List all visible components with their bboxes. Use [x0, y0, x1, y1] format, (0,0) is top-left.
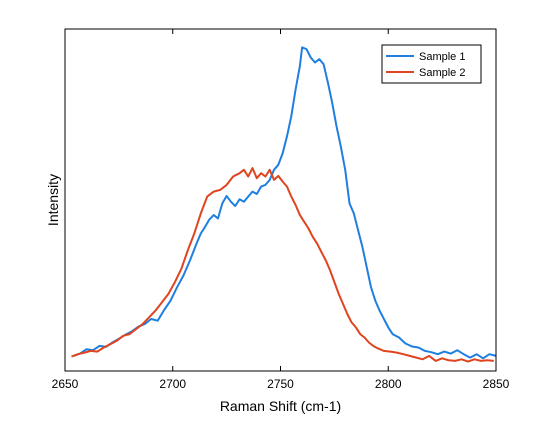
plot-frame — [64, 28, 497, 372]
x-tick-label: 2650 — [52, 377, 79, 391]
x-tick-label: 2700 — [159, 377, 186, 391]
y-axis-label: Intensity — [45, 174, 61, 226]
x-tick-label: 2750 — [267, 377, 294, 391]
legend-label-sample-2: Sample 2 — [419, 67, 465, 79]
plot-area — [65, 29, 496, 371]
series-layer — [71, 46, 497, 363]
x-tick-label: 2850 — [483, 377, 510, 391]
x-tick-label: 2800 — [375, 377, 402, 391]
legend-label-sample-1: Sample 1 — [419, 51, 465, 63]
series-line-sample-2 — [71, 167, 494, 363]
legend: Sample 1 Sample 2 — [381, 44, 482, 84]
series-line-sample-1 — [73, 46, 497, 360]
legend-box — [381, 44, 482, 84]
x-axis-label: Raman Shift (cm-1) — [220, 398, 341, 414]
